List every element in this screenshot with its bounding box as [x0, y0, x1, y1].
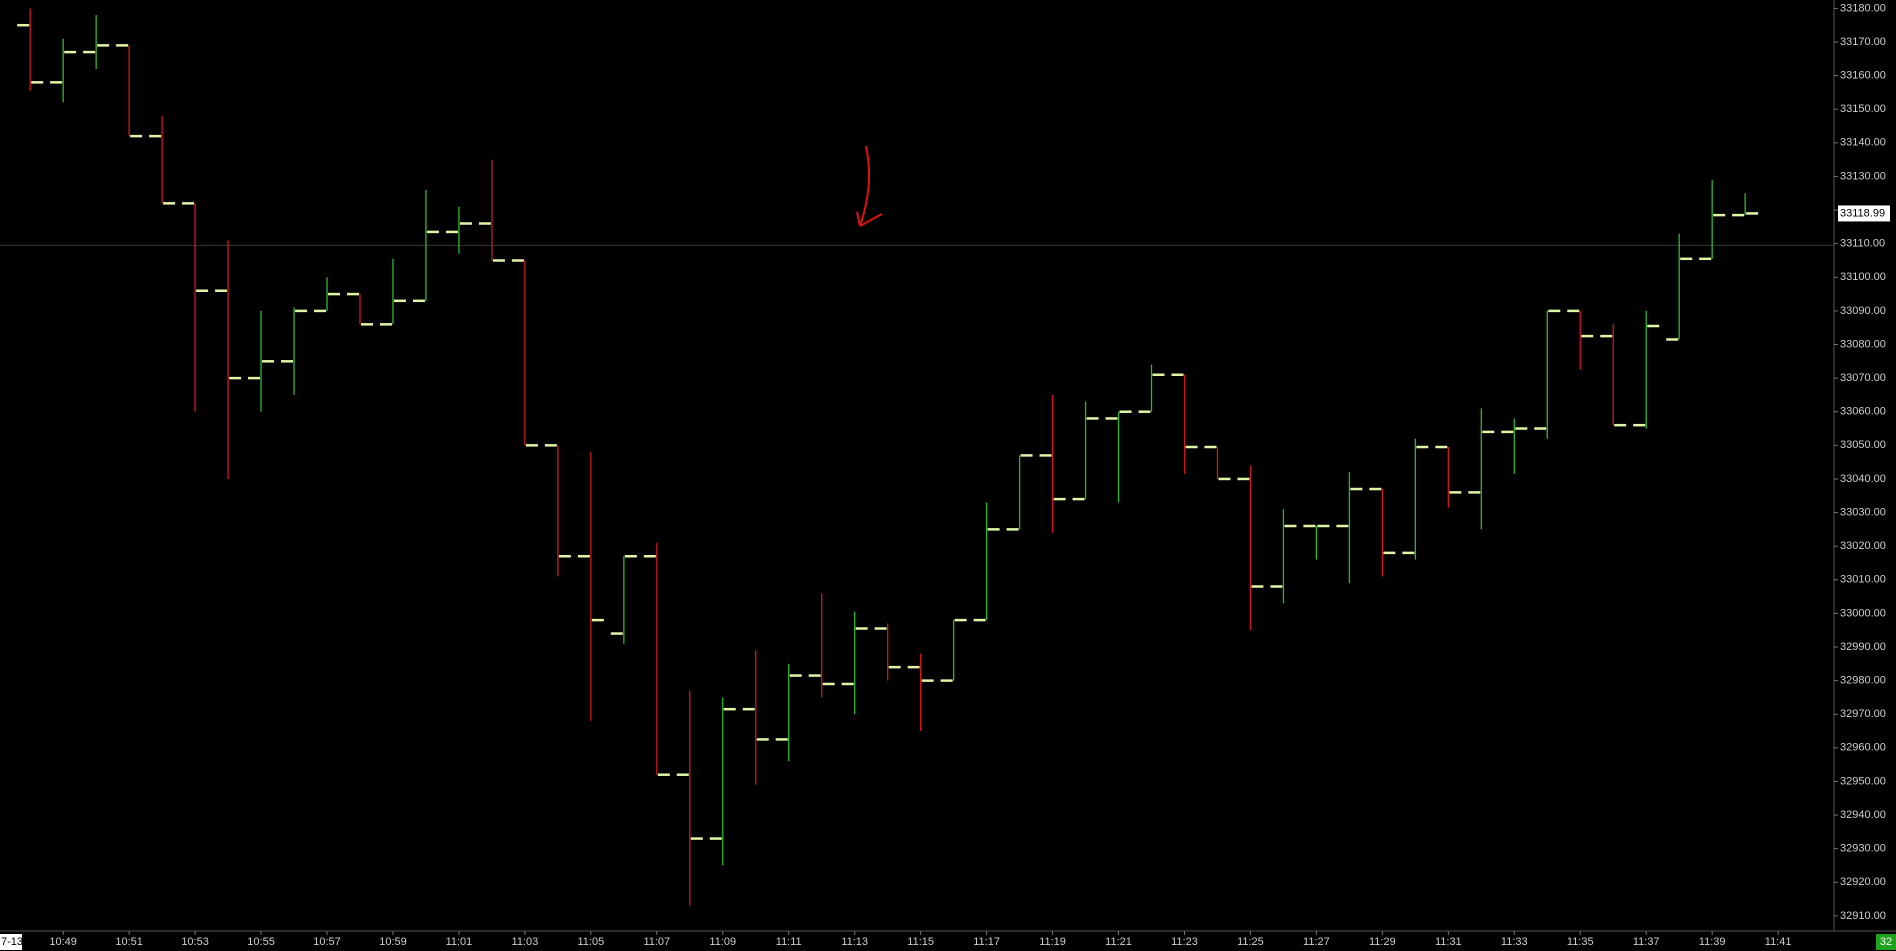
- y-tick-label: 32960.00: [1840, 742, 1886, 754]
- y-tick-label: 33110.00: [1840, 238, 1885, 250]
- x-tick-label: 11:21: [1105, 936, 1132, 948]
- y-tick-label: 33150.00: [1840, 103, 1886, 115]
- x-tick-label: 11:37: [1633, 936, 1660, 948]
- y-tick-label: 33020.00: [1840, 540, 1886, 552]
- x-tick-label: 11:27: [1303, 936, 1330, 948]
- y-tick-label: 32970.00: [1840, 708, 1886, 720]
- x-tick-label: 11:39: [1699, 936, 1726, 948]
- y-tick-label: 33050.00: [1840, 439, 1886, 451]
- last-price-label: 33118.99: [1840, 207, 1885, 219]
- x-tick-label: 11:09: [709, 936, 736, 948]
- x-tick-label: 11:25: [1237, 936, 1264, 948]
- x-tick-label: 11:13: [841, 936, 868, 948]
- y-tick-label: 32910.00: [1840, 910, 1886, 922]
- date-label: 7-13: [1, 936, 23, 948]
- y-tick-label: 33030.00: [1840, 506, 1886, 518]
- y-tick-label: 33100.00: [1840, 271, 1886, 283]
- x-tick-label: 10:55: [247, 936, 275, 948]
- x-tick-label: 11:03: [512, 936, 539, 948]
- y-tick-label: 33040.00: [1840, 473, 1886, 485]
- y-tick-label: 33140.00: [1840, 137, 1886, 149]
- y-tick-label: 33130.00: [1840, 170, 1886, 182]
- y-tick-label: 33080.00: [1840, 338, 1886, 350]
- y-tick-label: 32940.00: [1840, 809, 1886, 821]
- y-tick-label: 32920.00: [1840, 876, 1886, 888]
- x-tick-label: 11:33: [1501, 936, 1528, 948]
- y-tick-label: 32980.00: [1840, 675, 1886, 687]
- x-tick-label: 10:57: [313, 936, 341, 948]
- annotation-arrow: [856, 145, 883, 227]
- y-tick-label: 33070.00: [1840, 372, 1886, 384]
- y-tick-label: 33160.00: [1840, 70, 1886, 82]
- x-tick-label: 10:53: [181, 936, 209, 948]
- x-tick-label: 11:23: [1171, 936, 1198, 948]
- x-tick-label: 11:19: [1039, 936, 1066, 948]
- y-tick-label: 33010.00: [1840, 574, 1886, 586]
- x-tick-label: 11:15: [907, 936, 934, 948]
- x-tick-label: 11:29: [1369, 936, 1396, 948]
- y-tick-label: 33060.00: [1840, 406, 1886, 418]
- y-tick-label: 33090.00: [1840, 305, 1886, 317]
- x-tick-label: 11:05: [577, 936, 604, 948]
- corner-box: [1876, 934, 1896, 950]
- y-tick-label: 32950.00: [1840, 775, 1886, 787]
- x-tick-label: 11:41: [1765, 936, 1792, 948]
- x-tick-label: 10:51: [115, 936, 143, 948]
- x-tick-label: 11:31: [1435, 936, 1462, 948]
- last-price-box: [1838, 205, 1890, 222]
- x-tick-label: 11:17: [973, 936, 1000, 948]
- y-tick-label: 32930.00: [1840, 843, 1886, 855]
- y-tick-label: 32990.00: [1840, 641, 1886, 653]
- x-tick-label: 10:49: [49, 936, 77, 948]
- x-tick-label: 10:59: [379, 936, 407, 948]
- y-tick-label: 33000.00: [1840, 607, 1886, 619]
- y-tick-label: 33180.00: [1840, 2, 1886, 14]
- y-tick-label: 33170.00: [1840, 36, 1886, 48]
- date-box: [0, 934, 22, 950]
- x-tick-label: 11:35: [1567, 936, 1594, 948]
- x-tick-label: 11:01: [446, 936, 473, 948]
- x-tick-label: 11:11: [776, 936, 802, 948]
- corner-label: 32: [1880, 936, 1892, 948]
- x-tick-label: 11:07: [643, 936, 670, 948]
